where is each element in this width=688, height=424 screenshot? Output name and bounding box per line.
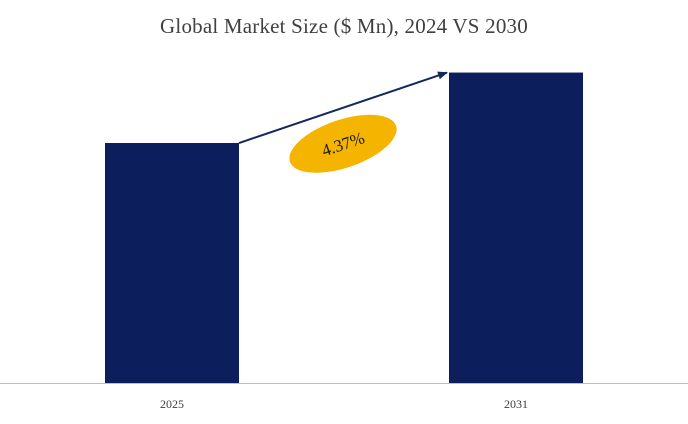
bar-2025 [105, 143, 239, 383]
growth-arrow [238, 71, 448, 144]
x-tick-labels: 2025 2031 [160, 397, 528, 411]
x-tick-label-2025: 2025 [160, 397, 184, 411]
x-tick-label-2031: 2031 [504, 397, 528, 411]
cagr-badge: 4.37% [289, 114, 397, 173]
bar-2031 [449, 72, 583, 383]
cagr-ellipse [289, 114, 397, 173]
bars-layer [105, 72, 583, 383]
chart-title: Global Market Size ($ Mn), 2024 VS 2030 [160, 14, 528, 38]
